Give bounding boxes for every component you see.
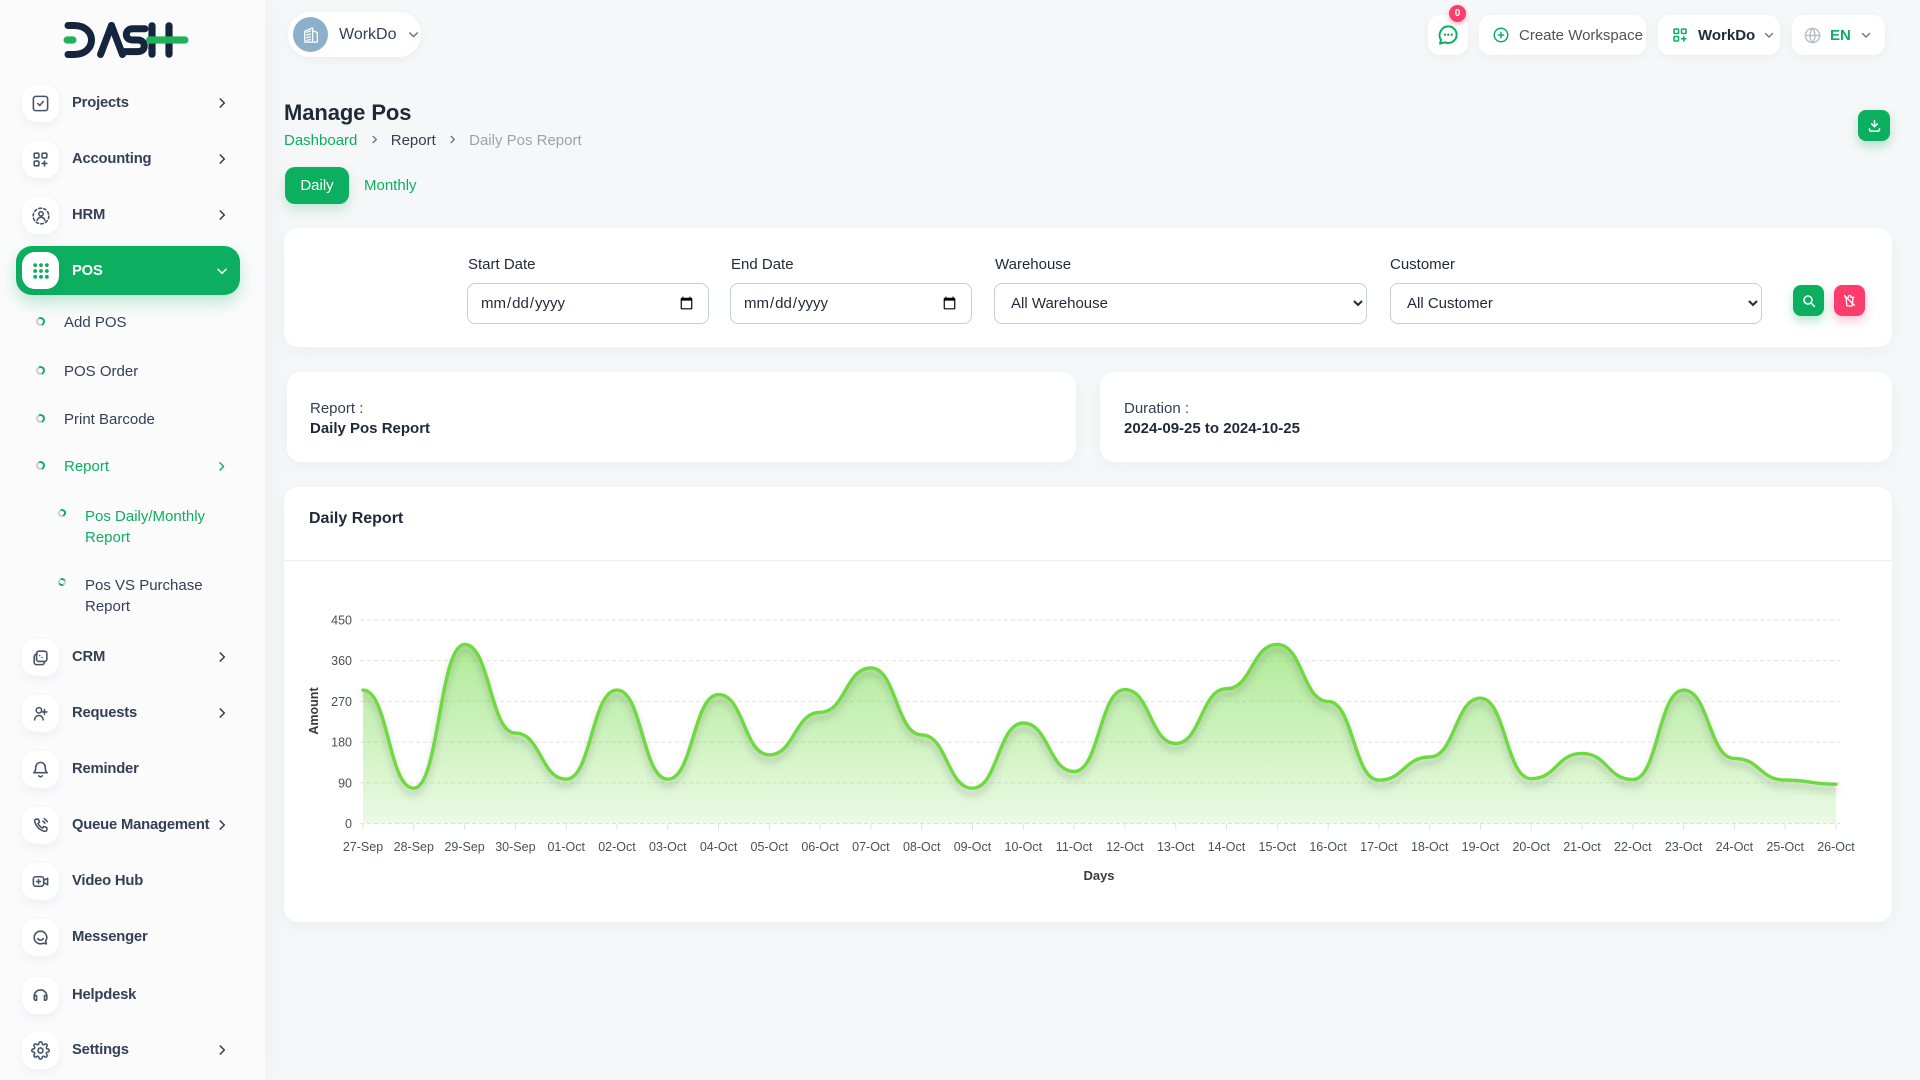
svg-text:13-Oct: 13-Oct [1157, 840, 1195, 854]
svg-text:02-Oct: 02-Oct [598, 840, 636, 854]
svg-text:11-Oct: 11-Oct [1056, 840, 1093, 854]
svg-text:10-Oct: 10-Oct [1005, 840, 1043, 854]
svg-text:04-Oct: 04-Oct [700, 840, 738, 854]
svg-text:24-Oct: 24-Oct [1716, 840, 1754, 854]
svg-text:14-Oct: 14-Oct [1208, 840, 1246, 854]
svg-text:180: 180 [331, 736, 352, 750]
svg-text:16-Oct: 16-Oct [1309, 840, 1347, 854]
svg-text:270: 270 [331, 695, 352, 709]
svg-text:15-Oct: 15-Oct [1259, 840, 1297, 854]
svg-text:03-Oct: 03-Oct [649, 840, 687, 854]
svg-text:09-Oct: 09-Oct [954, 840, 992, 854]
svg-text:05-Oct: 05-Oct [751, 840, 789, 854]
svg-text:90: 90 [338, 776, 352, 790]
svg-text:26-Oct: 26-Oct [1817, 840, 1855, 854]
svg-text:30-Sep: 30-Sep [495, 840, 535, 854]
svg-text:07-Oct: 07-Oct [852, 840, 890, 854]
svg-text:360: 360 [331, 654, 352, 668]
svg-text:12-Oct: 12-Oct [1106, 840, 1144, 854]
svg-text:0: 0 [345, 817, 352, 831]
svg-text:06-Oct: 06-Oct [801, 840, 839, 854]
svg-text:27-Sep: 27-Sep [343, 840, 383, 854]
svg-text:21-Oct: 21-Oct [1563, 840, 1601, 854]
svg-text:08-Oct: 08-Oct [903, 840, 941, 854]
svg-text:22-Oct: 22-Oct [1614, 840, 1652, 854]
svg-text:23-Oct: 23-Oct [1665, 840, 1703, 854]
svg-text:01-Oct: 01-Oct [547, 840, 585, 854]
svg-text:450: 450 [331, 614, 352, 628]
svg-text:25-Oct: 25-Oct [1766, 840, 1804, 854]
svg-text:29-Sep: 29-Sep [444, 840, 484, 854]
svg-text:18-Oct: 18-Oct [1411, 840, 1449, 854]
svg-text:Amount: Amount [307, 687, 321, 735]
svg-text:20-Oct: 20-Oct [1512, 840, 1550, 854]
svg-text:Days: Days [1083, 868, 1114, 883]
svg-text:17-Oct: 17-Oct [1360, 840, 1398, 854]
svg-text:19-Oct: 19-Oct [1462, 840, 1500, 854]
svg-text:28-Sep: 28-Sep [394, 840, 434, 854]
